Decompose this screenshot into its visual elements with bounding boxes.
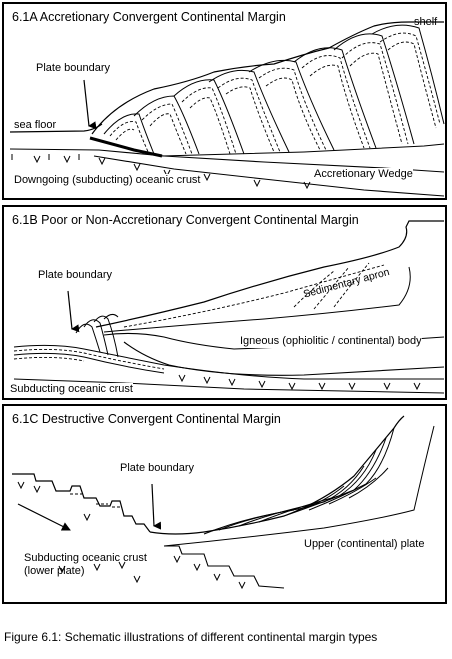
plate-boundary-label: Plate boundary: [38, 269, 112, 282]
lower-plate-sediment: [70, 493, 120, 508]
non-accretionary-margin-diagram: [13, 220, 445, 394]
wedge-base: [161, 143, 445, 157]
trench-folds: [75, 313, 119, 358]
upper-plate-label: Upper (continental) plate: [304, 538, 425, 550]
sedimentary-apron-base: [103, 266, 411, 333]
plate-boundary-arrow: [67, 290, 80, 333]
downgoing-crust-label: Downgoing (subducting) oceanic crust: [14, 174, 201, 187]
panel-non-accretionary-margin: 6.1B Poor or Non-Accretionary Convergent…: [2, 205, 447, 400]
plate-boundary-arrow: [151, 483, 162, 530]
sea-floor-label: sea floor: [14, 119, 57, 131]
accretionary-margin-diagram: [9, 21, 445, 197]
subducting-crust-label: Subducting oceanic crust: [24, 552, 147, 564]
crust-symbols: [17, 481, 246, 590]
plate-boundary-label: Plate boundary: [36, 62, 110, 75]
lower-plate-base: [164, 545, 285, 589]
panel-accretionary-margin: 6.1A Accretionary Convergent Continental…: [2, 2, 447, 200]
subduction-direction-arrow: [17, 503, 71, 531]
upper-plate-layers: [203, 427, 395, 535]
crust-symbols: [178, 374, 421, 391]
accretionary-wedge-outline: [91, 21, 444, 135]
decollement-line: [89, 136, 163, 158]
igneous-body-lower: [123, 341, 445, 376]
continental-slope: [149, 415, 405, 535]
upper-plate-base: [163, 425, 435, 547]
plate-boundary-arrow: [83, 79, 97, 130]
igneous-body-label: Igneous (ophiolitic / continental) body: [240, 335, 422, 348]
accretionary-wedge-label: Accretionary Wedge: [314, 168, 413, 181]
shelf-label: shelf: [414, 16, 438, 28]
sediment-layers: [109, 32, 441, 155]
lower-plate-label: (lower plate): [24, 565, 85, 577]
panel-c-title: 6.1C Destructive Convergent Continental …: [12, 412, 281, 426]
panel-b-title: 6.1B Poor or Non-Accretionary Convergent…: [12, 213, 359, 227]
thrust-folds: [103, 24, 445, 155]
destructive-margin-diagram: [12, 415, 435, 590]
apron-layers: [123, 262, 385, 328]
figure-caption: Figure 6.1: Schematic illustrations of d…: [4, 630, 378, 644]
lower-plate-stepped-surface: [12, 473, 151, 533]
panel-a-title: 6.1A Accretionary Convergent Continental…: [12, 10, 286, 24]
plate-boundary-label: Plate boundary: [120, 462, 194, 474]
subducting-dashed: [13, 348, 165, 370]
oceanic-crust-base: [93, 155, 445, 197]
panel-destructive-margin: 6.1C Destructive Convergent Continental …: [2, 404, 447, 604]
subducting-layers: [13, 344, 445, 394]
subducting-crust-label: Subducting oceanic crust: [10, 383, 133, 396]
upper-plate-surface: [95, 220, 444, 328]
